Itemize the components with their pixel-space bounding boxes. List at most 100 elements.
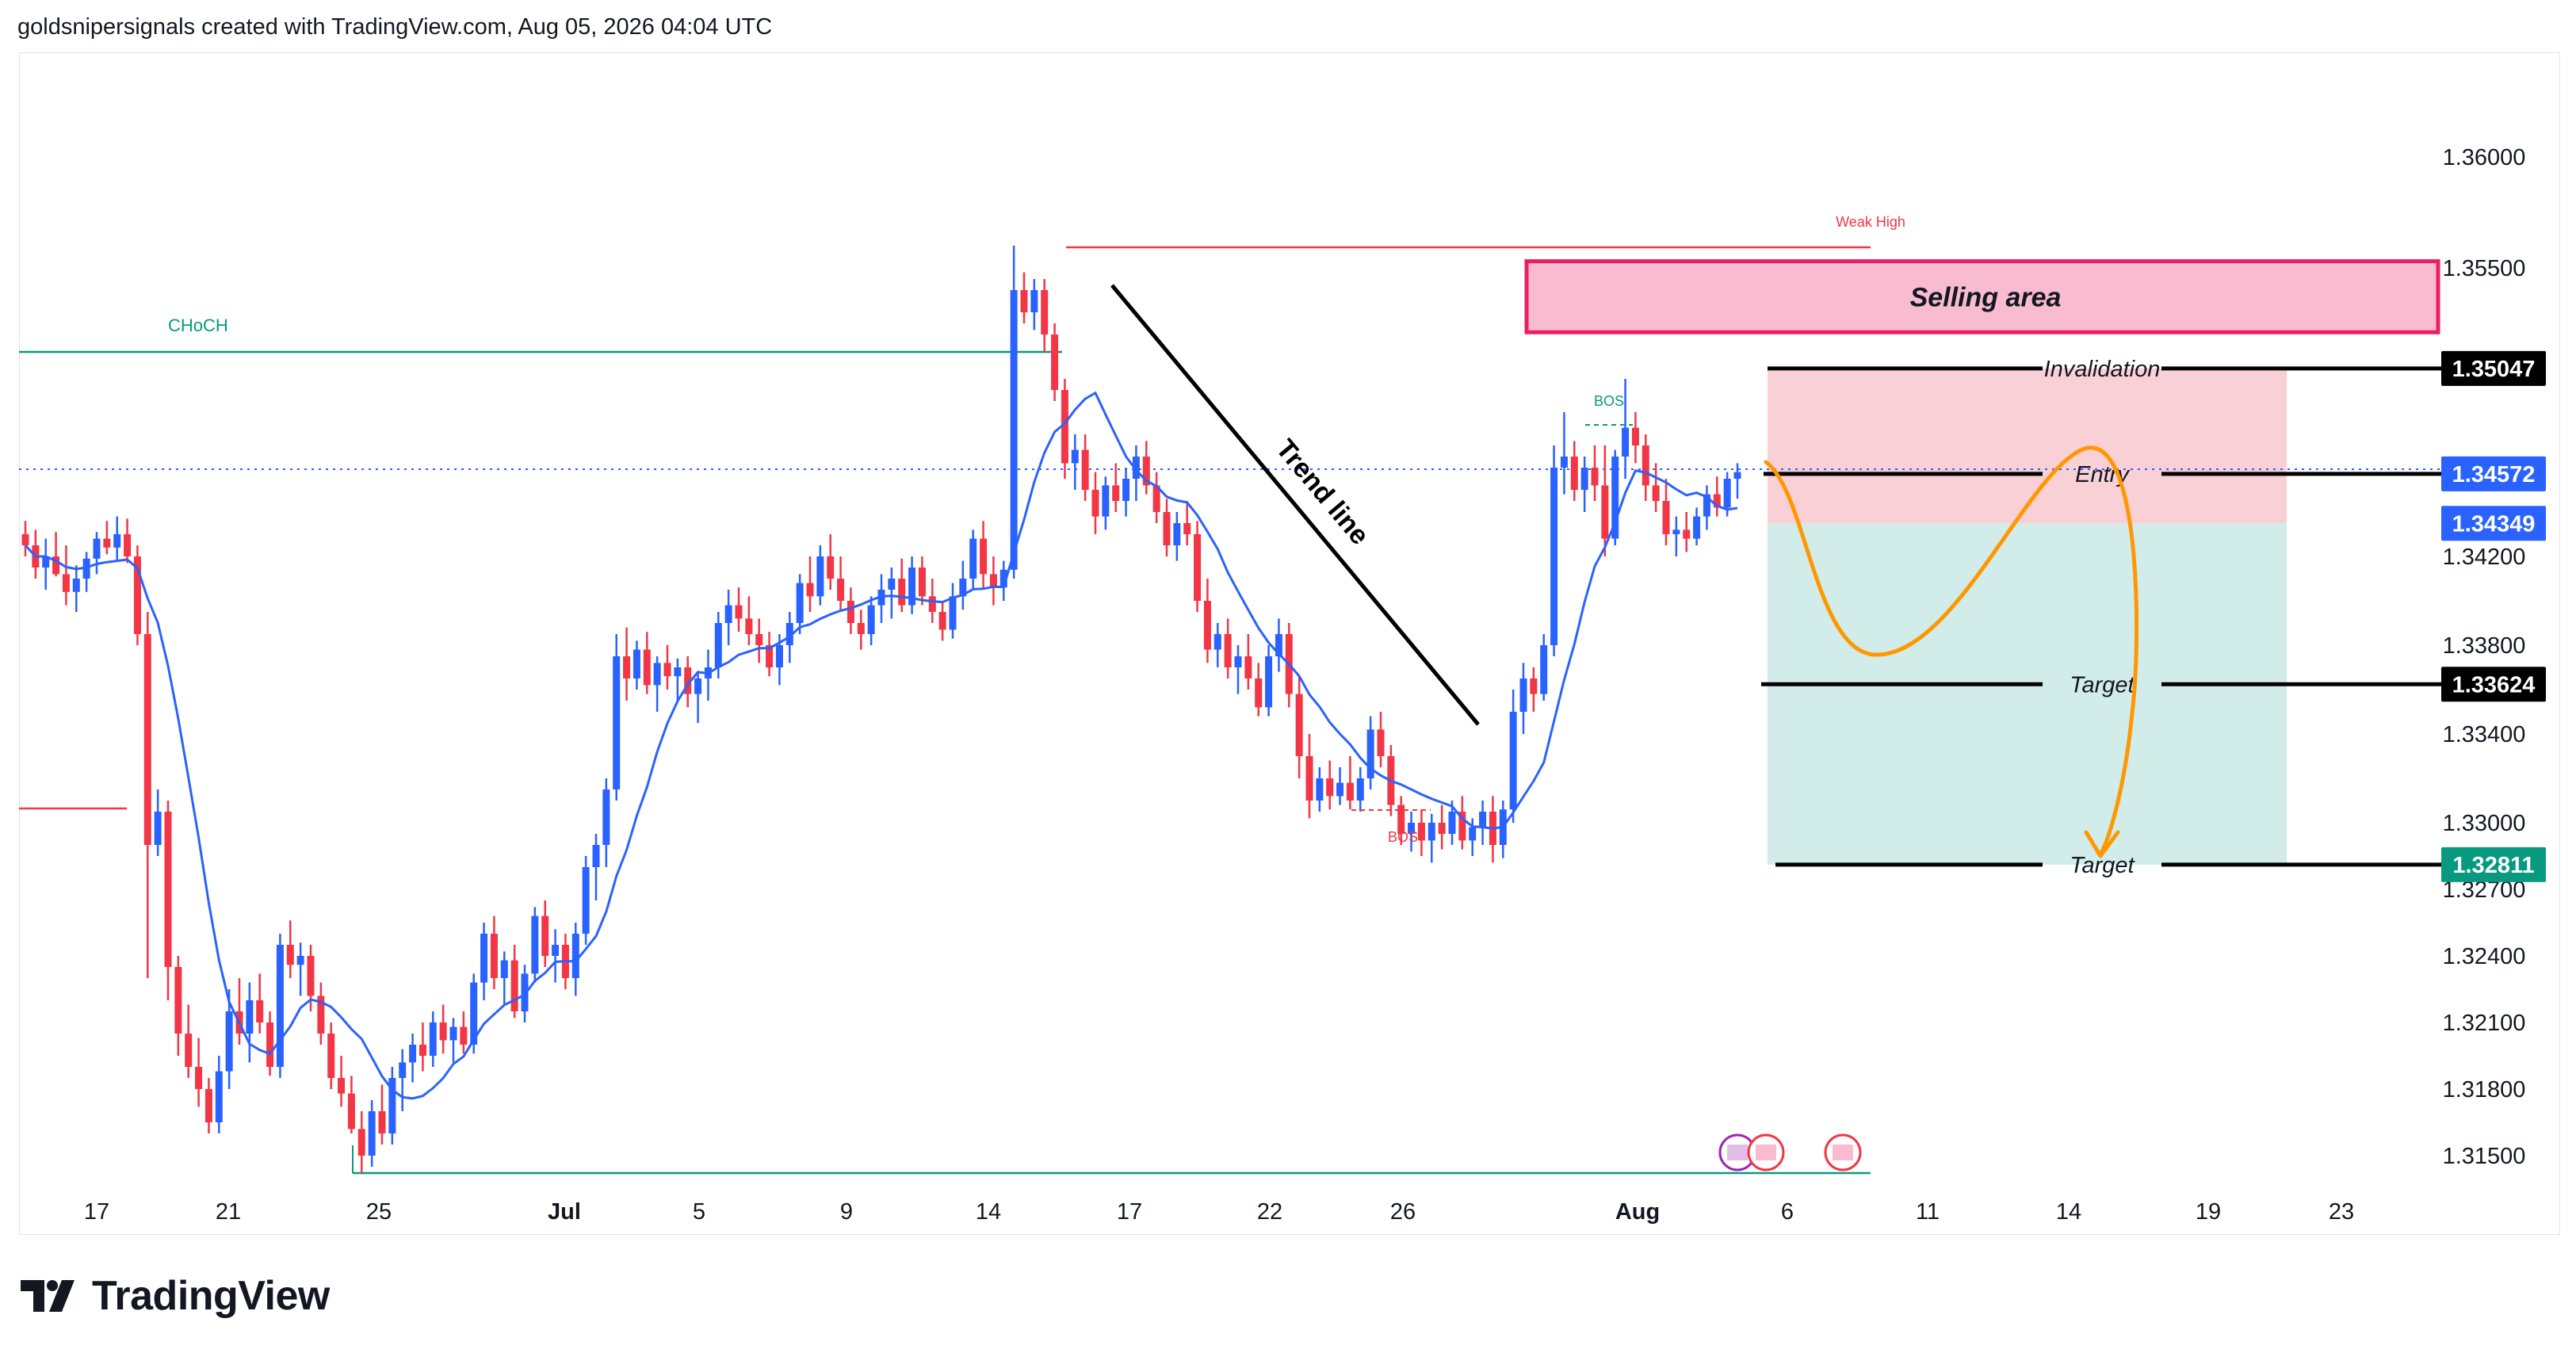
chart-attribution: goldsnipersignals created with TradingVi… [17, 14, 773, 40]
chart-frame[interactable] [19, 52, 2560, 1235]
candle-body [62, 574, 70, 592]
candle-body [1203, 601, 1211, 650]
candle-body [388, 1078, 396, 1133]
candle-body [124, 534, 132, 556]
x-axis-tick-label: Aug [1615, 1199, 1660, 1225]
candle-body [1713, 494, 1721, 508]
target-1-label: Target [2070, 672, 2135, 698]
candle-body [1469, 827, 1477, 841]
candle-body [959, 579, 967, 597]
candle-body [1723, 479, 1731, 508]
candle-body [225, 1011, 233, 1072]
choch-label: CHoCH [168, 315, 228, 335]
selling-area-label: Selling area [1910, 282, 2062, 312]
candle-body [215, 1071, 223, 1122]
candle-body [735, 605, 743, 619]
candle-body [510, 960, 518, 1011]
candle-body [1417, 823, 1425, 841]
candle-body [888, 579, 896, 590]
candle-body [1173, 523, 1181, 545]
candle-body [1295, 694, 1303, 756]
candle-body [775, 645, 783, 667]
candle-body [266, 1022, 274, 1067]
candle-body [460, 1026, 468, 1045]
candle-body [653, 663, 661, 686]
y-axis-tick-label: 1.31500 [2443, 1144, 2526, 1169]
candle-body [1163, 512, 1171, 545]
price-tag-box [2441, 506, 2546, 541]
candle-body [1213, 634, 1221, 650]
candle-body [1591, 468, 1599, 486]
candle-body [785, 623, 793, 645]
event-icon-fill [1727, 1145, 1748, 1160]
candle-body [429, 1022, 437, 1056]
candle-body [276, 945, 284, 1067]
x-axis-tick-label: 14 [976, 1199, 1001, 1225]
candle-body [541, 915, 549, 956]
bos-top-label: BOS [1594, 393, 1624, 409]
candle-body [357, 1129, 365, 1156]
candle-body [439, 1022, 447, 1041]
candle-body [908, 568, 916, 606]
candle-body [999, 569, 1007, 588]
candle-body [898, 579, 906, 606]
candle-body [1438, 823, 1446, 834]
candle-body [449, 1026, 457, 1041]
y-axis-tick-label: 1.33400 [2443, 722, 2526, 747]
candle-body [256, 1000, 264, 1022]
candle-body [113, 534, 121, 548]
candle-body [1071, 449, 1079, 464]
selling-area-zone [1524, 259, 2440, 334]
candle-body [1366, 729, 1374, 778]
candle-body [1560, 457, 1568, 468]
candle-body [1336, 782, 1344, 797]
tradingview-logo[interactable]: TradingView [21, 1272, 330, 1320]
candle-body [1683, 529, 1691, 539]
y-axis-tick-label: 1.36000 [2443, 145, 2526, 170]
y-axis-tick-label: 1.33800 [2443, 633, 2526, 659]
x-axis-tick-label: 26 [1390, 1199, 1416, 1225]
price-tag-label: 1.34572 [2452, 462, 2536, 487]
candle-body [816, 556, 824, 597]
candle-body [663, 663, 671, 677]
weak-high-label: Weak High [1836, 214, 1905, 230]
bos-bottom-label: BOS [1388, 829, 1418, 845]
candle-body [1041, 290, 1049, 334]
price-tag-label: 1.35047 [2452, 357, 2536, 382]
candle-body [1733, 472, 1741, 479]
x-axis-tick-label: 23 [2329, 1199, 2354, 1225]
candle-body [1152, 485, 1160, 512]
candle-body [1122, 479, 1130, 501]
candle-body [1244, 656, 1252, 678]
candle-body [1448, 812, 1456, 834]
candle-body [204, 1089, 212, 1122]
candle-body [347, 1093, 355, 1129]
candle-body [1132, 457, 1140, 479]
candle-body [1693, 516, 1701, 539]
candle-body [103, 538, 111, 548]
candle-body [409, 1045, 417, 1063]
candle-body [72, 579, 80, 592]
candle-body [490, 934, 498, 978]
candle-body [174, 967, 182, 1034]
candle-body [928, 596, 936, 612]
candle-body [1112, 485, 1120, 501]
candle-body [571, 934, 579, 978]
candle-body [154, 812, 162, 845]
candle-body [195, 1067, 203, 1089]
y-axis-tick-label: 1.33000 [2443, 811, 2526, 836]
candle-body [1224, 634, 1232, 667]
x-axis-tick-label: 19 [2196, 1199, 2221, 1225]
candle-body [1509, 712, 1517, 810]
candle-body [837, 579, 845, 601]
candle-body [938, 612, 946, 630]
invalidation-label: Invalidation [2044, 357, 2161, 382]
candle-body [1275, 634, 1282, 656]
candle-body [1570, 457, 1578, 490]
candle-body [1631, 427, 1639, 445]
candle-body [1652, 485, 1660, 501]
y-axis-tick-label: 1.31800 [2443, 1077, 2526, 1103]
y-axis-tick-label: 1.34200 [2443, 545, 2526, 570]
candle-body [1194, 534, 1202, 601]
